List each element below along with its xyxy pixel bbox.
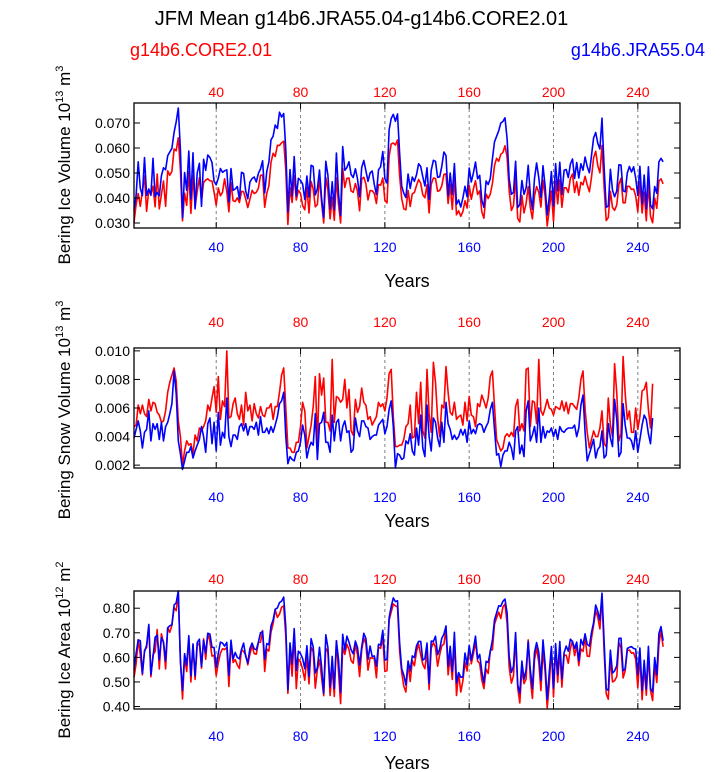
legend-jra: g14b6.JRA55.04	[570, 40, 705, 60]
panel-1: 0.030 0.040 0.050 0.060 0.070 40 40 80 80 120 120 1…	[54, 66, 681, 291]
y-axis-unit-base: m	[55, 568, 74, 587]
panel-3: 0.40 0.50 0.60 0.70 0.80 40 40 80 80 120 120 160 160…	[54, 561, 681, 772]
y-axis-unit-pow: 3	[54, 66, 66, 72]
y-tick-label: 0.004	[95, 429, 130, 445]
y-tick-label: 0.010	[95, 343, 130, 359]
x-tick-label-top: 240	[626, 314, 650, 330]
series-line-jra	[133, 590, 664, 701]
y-axis-unit-base: m	[55, 307, 74, 326]
y-tick-label: 0.002	[95, 457, 130, 473]
y-axis-unit-exp: 13	[54, 326, 66, 338]
x-tick-label-top: 200	[542, 571, 566, 587]
x-tick-label-top: 200	[542, 84, 566, 100]
y-axis-unit-base: m	[55, 72, 74, 91]
y-tick-label: 0.80	[103, 600, 130, 616]
y-axis-unit-exp: 13	[54, 91, 66, 103]
x-tick-label-bottom: 120	[373, 728, 397, 744]
x-tick-label-bottom: 200	[542, 239, 566, 255]
y-tick-label: 0.60	[103, 649, 130, 665]
x-tick-label-bottom: 240	[626, 239, 650, 255]
x-tick-label-bottom: 200	[542, 489, 566, 505]
x-tick-label-top: 40	[208, 314, 224, 330]
y-tick-label: 0.060	[95, 140, 130, 156]
x-tick-label-top: 40	[208, 571, 224, 587]
x-tick-label-top: 160	[458, 314, 482, 330]
y-axis-label: Bering Ice Area 1012 m2	[54, 561, 74, 738]
x-tick-label-bottom: 160	[458, 239, 482, 255]
y-axis-label-text: Bering Ice Area 10	[55, 599, 74, 739]
x-tick-label-bottom: 40	[208, 239, 224, 255]
series-line-core	[133, 137, 664, 227]
y-tick-label: 0.030	[95, 215, 130, 231]
x-tick-label-top: 120	[373, 571, 397, 587]
x-tick-label-top: 240	[626, 84, 650, 100]
x-tick-label-bottom: 40	[208, 728, 224, 744]
x-tick-label-top: 80	[293, 84, 309, 100]
y-tick-label: 0.40	[103, 699, 130, 715]
y-axis-unit-pow: 2	[54, 561, 66, 567]
plot-frame	[133, 102, 681, 229]
y-axis-unit-exp: 12	[54, 586, 66, 598]
series-line-core	[133, 350, 654, 466]
x-tick-label-bottom: 240	[626, 728, 650, 744]
x-tick-label-bottom: 240	[626, 489, 650, 505]
y-tick-label: 0.50	[103, 674, 130, 690]
y-axis-label-text: Bering Ice Volume 10	[55, 103, 74, 265]
x-tick-label-top: 200	[542, 314, 566, 330]
x-tick-label-top: 80	[293, 314, 309, 330]
y-tick-label: 0.040	[95, 190, 130, 206]
x-tick-label-bottom: 160	[458, 489, 482, 505]
plot-frame	[133, 590, 681, 710]
x-tick-label-bottom: 80	[293, 728, 309, 744]
y-tick-label: 0.050	[95, 165, 130, 181]
x-tick-label-top: 240	[626, 571, 650, 587]
y-axis-label: Bering Snow Volume 1013 m3	[54, 301, 74, 520]
x-tick-label-bottom: 80	[293, 489, 309, 505]
legend-core: g14b6.CORE2.01	[130, 40, 273, 60]
y-tick-label: 0.008	[95, 371, 130, 387]
chart-title: JFM Mean g14b6.JRA55.04-g14b6.CORE2.01	[154, 8, 569, 30]
x-tick-label-top: 120	[373, 84, 397, 100]
y-axis-unit-pow: 3	[54, 301, 66, 307]
x-tick-label-top: 160	[458, 571, 482, 587]
x-tick-label-bottom: 120	[373, 239, 397, 255]
series-line-jra	[133, 370, 654, 471]
x-tick-label-top: 80	[293, 571, 309, 587]
x-tick-label-top: 160	[458, 84, 482, 100]
x-tick-label-bottom: 120	[373, 489, 397, 505]
y-axis-label-text: Bering Snow Volume 10	[55, 338, 74, 519]
x-axis-label: Years	[384, 271, 429, 291]
x-tick-label-top: 120	[373, 314, 397, 330]
panel-2: 0.002 0.004 0.006 0.008 0.010 40 40 80 80 120 120 1…	[54, 301, 681, 531]
x-tick-label-bottom: 80	[293, 239, 309, 255]
series-line-jra	[133, 107, 664, 219]
x-tick-label-bottom: 200	[542, 728, 566, 744]
y-tick-label: 0.070	[95, 115, 130, 131]
x-axis-label: Years	[384, 511, 429, 531]
x-tick-label-bottom: 160	[458, 728, 482, 744]
x-tick-label-bottom: 40	[208, 489, 224, 505]
x-axis-label: Years	[384, 753, 429, 772]
y-tick-label: 0.006	[95, 400, 130, 416]
y-axis-label: Bering Ice Volume 1013 m3	[54, 66, 74, 265]
x-tick-label-top: 40	[208, 84, 224, 100]
y-tick-label: 0.70	[103, 625, 130, 641]
